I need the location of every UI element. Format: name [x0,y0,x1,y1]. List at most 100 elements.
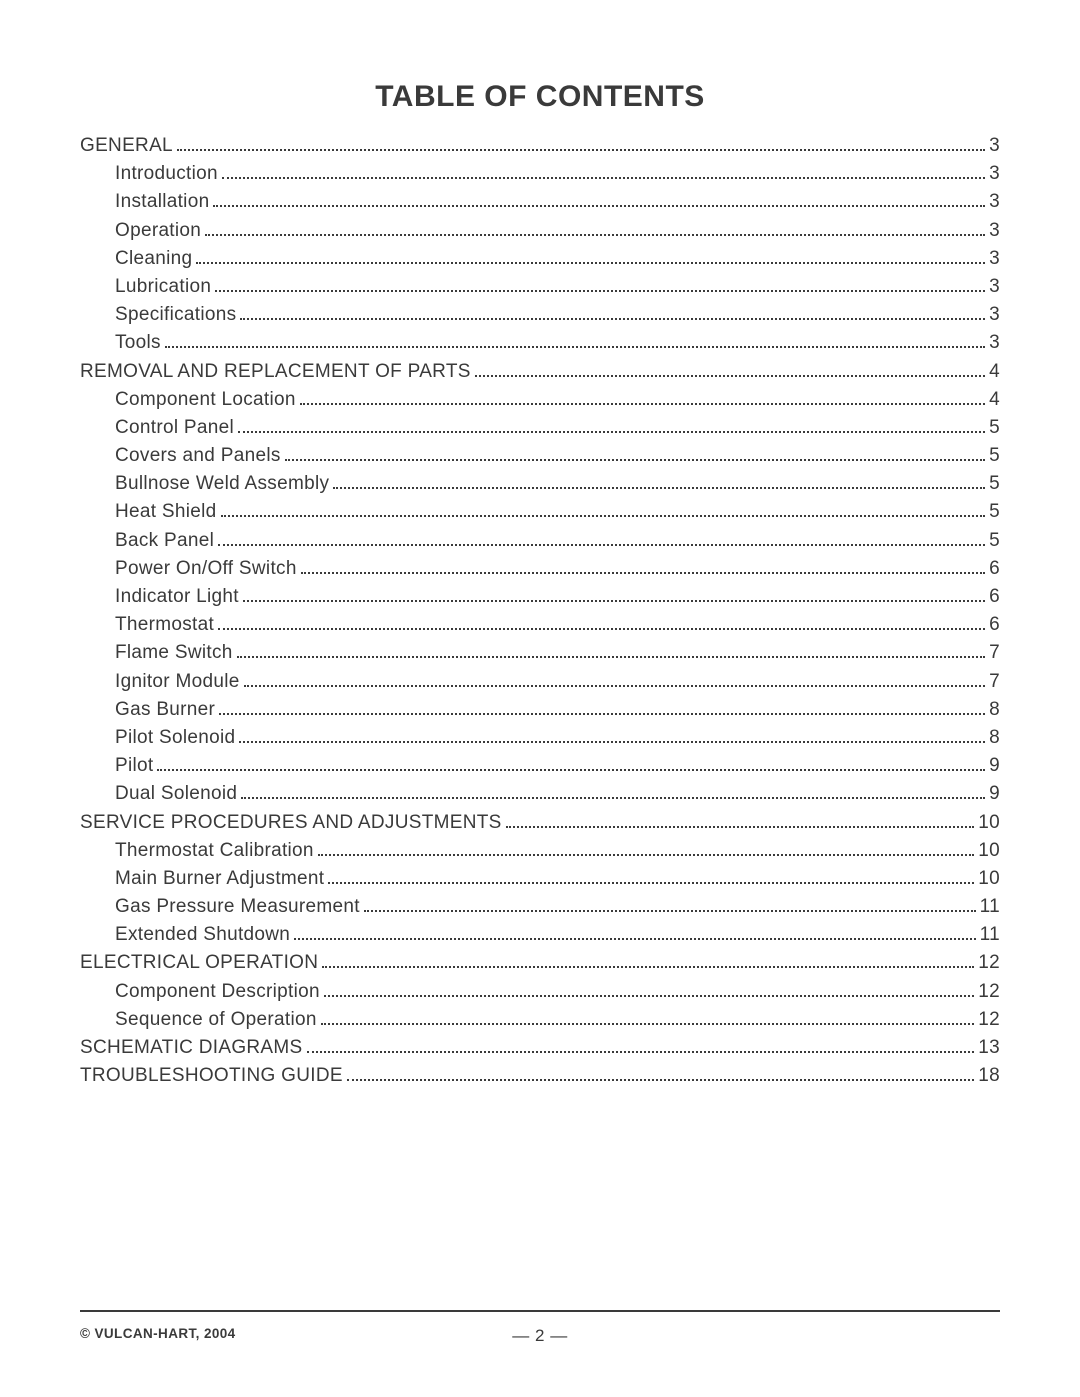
toc-entry-label: ELECTRICAL OPERATION [80,953,318,972]
toc-entry-label: Flame Switch [115,643,233,662]
toc-entry-page: 7 [989,643,1000,662]
toc-entry-page: 3 [989,221,1000,240]
toc-leader-dots [196,262,985,264]
toc-entry: Sequence of Operation12 [80,1010,1000,1029]
toc-entry-page: 10 [978,841,1000,860]
toc-entry-page: 10 [978,813,1000,832]
toc-entry-page: 11 [980,897,1000,916]
toc-entry-label: Dual Solenoid [115,784,237,803]
toc-entry: Operation 3 [80,221,1000,240]
toc-entry: Thermostat Calibration 10 [80,841,1000,860]
toc-entry-label: Installation [115,192,209,211]
toc-entry-page: 3 [989,136,1000,155]
toc-entry-page: 8 [989,700,1000,719]
toc-entry: Power On/Off Switch 6 [80,559,1000,578]
toc-entry: SERVICE PROCEDURES AND ADJUSTMENTS 10 [80,813,1000,832]
toc-entry-label: Component Location [115,390,296,409]
toc-entry-label: Ignitor Module [115,672,240,691]
toc-leader-dots [239,741,985,743]
toc-entry-page: 4 [989,362,1000,381]
toc-entry-label: Gas Burner [115,700,215,719]
toc-entry-page: 6 [989,559,1000,578]
toc-entry: Ignitor Module 7 [80,672,1000,691]
toc-entry: Dual Solenoid 9 [80,784,1000,803]
toc-leader-dots [240,318,985,320]
toc-entry-page: 5 [989,502,1000,521]
toc-entry-page: 3 [989,249,1000,268]
toc-leader-dots [324,995,974,997]
toc-entry-page: 11 [980,925,1000,944]
toc-entry: Bullnose Weld Assembly5 [80,474,1000,493]
toc-entry-label: Main Burner Adjustment [115,869,324,888]
toc-leader-dots [322,966,974,968]
toc-entry: Indicator Light6 [80,587,1000,606]
toc-entry: ELECTRICAL OPERATION12 [80,953,1000,972]
toc-entry-label: REMOVAL AND REPLACEMENT OF PARTS [80,362,471,381]
toc-entry-page: 3 [989,192,1000,211]
toc-entry: Extended Shutdown 11 [80,925,1000,944]
toc-entry-label: Component Description [115,982,320,1001]
toc-entry-label: Thermostat Calibration [115,841,314,860]
toc-leader-dots [506,826,975,828]
toc-entry-label: SCHEMATIC DIAGRAMS [80,1038,303,1057]
toc-entry-page: 9 [989,784,1000,803]
toc-entry: Tools3 [80,333,1000,352]
toc-leader-dots [218,628,985,630]
toc-leader-dots [285,459,985,461]
toc-leader-dots [475,375,985,377]
toc-entry: SCHEMATIC DIAGRAMS 13 [80,1038,1000,1057]
toc-entry: TROUBLESHOOTING GUIDE18 [80,1066,1000,1085]
toc-entry-label: SERVICE PROCEDURES AND ADJUSTMENTS [80,813,502,832]
toc-entry-label: Specifications [115,305,236,324]
toc-leader-dots [238,431,985,433]
toc-leader-dots [321,1023,975,1025]
footer-page-number: — 2 — [80,1326,1000,1346]
toc-entry: Covers and Panels 5 [80,446,1000,465]
toc-entry-label: Covers and Panels [115,446,281,465]
toc-entry-label: Introduction [115,164,218,183]
toc-entry: Heat Shield 5 [80,502,1000,521]
toc-leader-dots [205,234,985,236]
toc-entry-page: 3 [989,305,1000,324]
page-title: TABLE OF CONTENTS [80,80,1000,114]
toc-leader-dots [157,769,985,771]
toc-entry: Component Description12 [80,982,1000,1001]
toc-leader-dots [318,854,974,856]
toc-entry-label: Lubrication [115,277,211,296]
toc-entry-page: 13 [978,1038,1000,1057]
toc-entry-page: 7 [989,672,1000,691]
toc-entry-label: Extended Shutdown [115,925,290,944]
toc-leader-dots [215,290,985,292]
toc-entry-label: Power On/Off Switch [115,559,297,578]
toc-leader-dots [237,656,985,658]
toc-entry-label: Sequence of Operation [115,1010,317,1029]
toc-leader-dots [213,205,985,207]
toc-entry: Component Location4 [80,390,1000,409]
toc-entry: Back Panel5 [80,531,1000,550]
toc-leader-dots [218,544,985,546]
toc-leader-dots [301,572,985,574]
toc-entry-page: 3 [989,164,1000,183]
toc-leader-dots [294,938,975,940]
toc-entry-page: 3 [989,333,1000,352]
toc-entry: GENERAL3 [80,136,1000,155]
toc-leader-dots [241,797,985,799]
toc-entry-label: Heat Shield [115,502,217,521]
toc-entry-label: Thermostat [115,615,214,634]
toc-entry-page: 5 [989,531,1000,550]
toc-entry-page: 8 [989,728,1000,747]
toc-leader-dots [347,1079,974,1081]
toc-entry-label: Cleaning [115,249,192,268]
toc-entry: Main Burner Adjustment 10 [80,869,1000,888]
toc-entry: Thermostat6 [80,615,1000,634]
toc-entry-page: 5 [989,446,1000,465]
toc-entry-page: 10 [978,869,1000,888]
toc-entry-label: Bullnose Weld Assembly [115,474,329,493]
page-footer: © VULCAN-HART, 2004 — 2 — [80,1310,1000,1341]
toc-entry: Cleaning 3 [80,249,1000,268]
toc-entry-label: Gas Pressure Measurement [115,897,360,916]
toc-entry-page: 9 [989,756,1000,775]
toc-entry-page: 6 [989,587,1000,606]
toc-entry-label: Operation [115,221,201,240]
toc-entry: Installation 3 [80,192,1000,211]
